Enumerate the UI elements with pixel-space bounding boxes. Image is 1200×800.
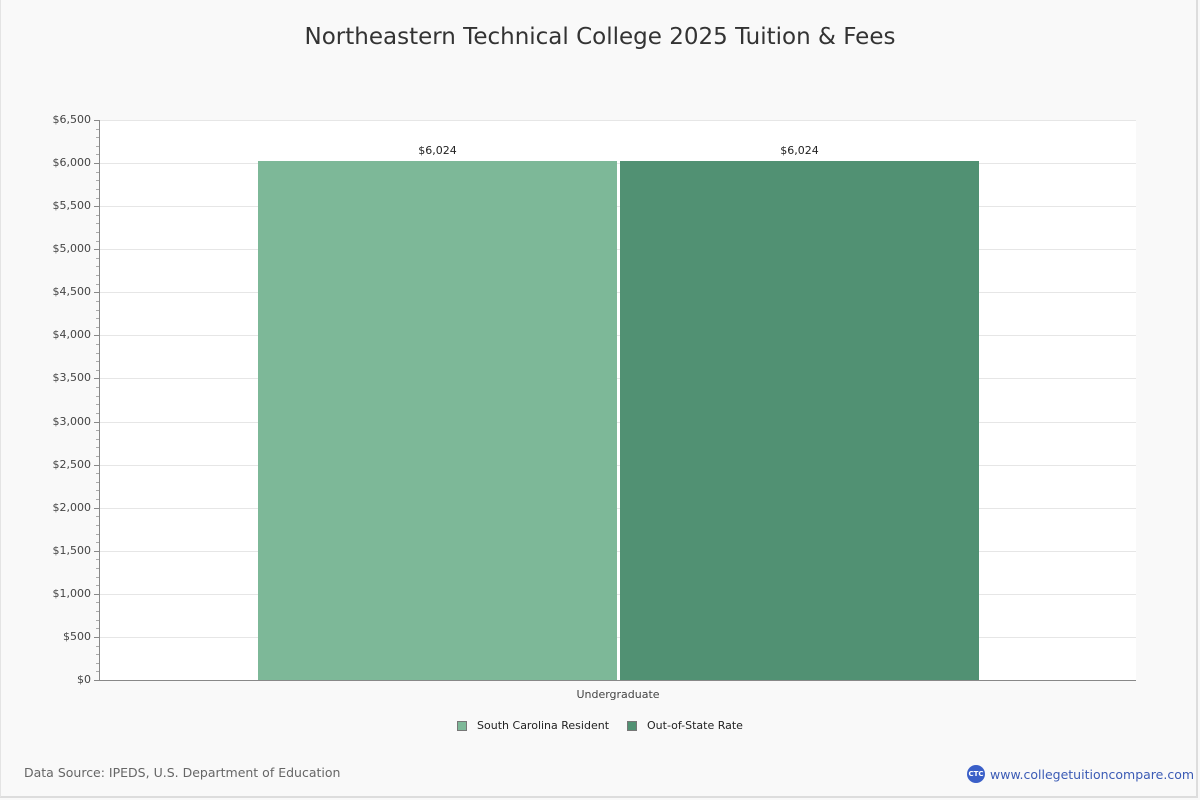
legend: South Carolina Resident Out-of-State Rat…	[0, 719, 1200, 732]
legend-item-resident[interactable]: South Carolina Resident	[457, 719, 609, 732]
gridline	[100, 508, 1136, 509]
legend-swatch-icon	[627, 721, 637, 731]
gridline	[100, 335, 1136, 336]
y-tick-label: $4,000	[53, 328, 92, 341]
gridline	[100, 120, 1136, 121]
gridline	[100, 422, 1136, 423]
gridline	[100, 465, 1136, 466]
legend-item-out-of-state[interactable]: Out-of-State Rate	[627, 719, 743, 732]
y-tick-label: $3,000	[53, 415, 92, 428]
y-tick-label: $4,500	[53, 285, 92, 298]
y-tick-label: $6,500	[53, 113, 92, 126]
y-tick-label: $6,000	[53, 156, 92, 169]
legend-label: Out-of-State Rate	[647, 719, 743, 732]
gridline	[100, 378, 1136, 379]
gridline	[100, 206, 1136, 207]
y-tick-label: $1,000	[53, 587, 92, 600]
brand-link[interactable]: CTC www.collegetuitioncompare.com	[967, 765, 1194, 783]
x-axis-line	[99, 680, 1136, 681]
gridline	[100, 163, 1136, 164]
plot-area	[100, 120, 1136, 680]
gridline	[100, 249, 1136, 250]
y-axis-line	[99, 120, 100, 681]
y-tick-label: $2,500	[53, 458, 92, 471]
y-tick-label: $0	[77, 673, 91, 686]
bar-value-label: $6,024	[740, 144, 860, 157]
y-tick-label: $500	[63, 630, 91, 643]
y-tick-label: $5,500	[53, 199, 92, 212]
bar-resident[interactable]	[258, 161, 617, 680]
gridline	[100, 551, 1136, 552]
x-category-label: Undergraduate	[518, 688, 718, 701]
y-tick-label: $3,500	[53, 371, 92, 384]
gridline	[100, 637, 1136, 638]
gridline	[100, 292, 1136, 293]
legend-label: South Carolina Resident	[477, 719, 609, 732]
y-tick-label: $2,000	[53, 501, 92, 514]
bar-out-of-state[interactable]	[620, 161, 979, 680]
bar-value-label: $6,024	[378, 144, 498, 157]
gridline	[100, 594, 1136, 595]
y-tick-label: $5,000	[53, 242, 92, 255]
data-source: Data Source: IPEDS, U.S. Department of E…	[24, 765, 340, 780]
chart-title: Northeastern Technical College 2025 Tuit…	[0, 24, 1200, 50]
brand-url: www.collegetuitioncompare.com	[990, 767, 1194, 782]
y-tick-label: $1,500	[53, 544, 92, 557]
legend-swatch-icon	[457, 721, 467, 731]
ctc-logo-icon: CTC	[967, 765, 985, 783]
